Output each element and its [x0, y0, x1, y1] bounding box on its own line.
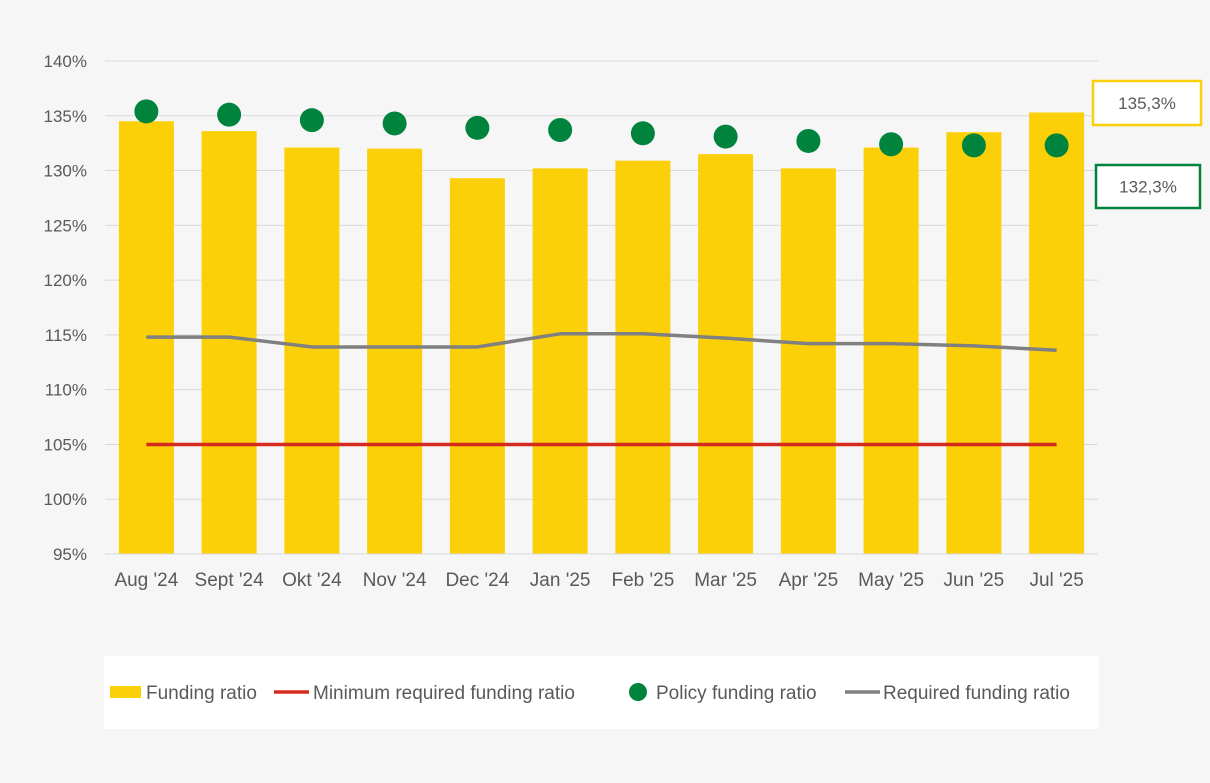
funding-ratio-bar — [201, 131, 257, 555]
x-tick-label: Sept '24 — [195, 570, 265, 591]
funding-ratio-bar — [367, 148, 423, 554]
legend-label: Required funding ratio — [883, 683, 1070, 704]
legend-label: Policy funding ratio — [656, 683, 817, 704]
policy-funding-ratio-point — [713, 124, 738, 149]
value-callouts: 135,3% 132,3% — [1091, 79, 1203, 210]
legend-label: Funding ratio — [146, 683, 257, 704]
policy-funding-ratio-markers — [134, 99, 1069, 158]
legend: Funding ratio Minimum required funding ra… — [104, 656, 1099, 729]
value-callout-box — [1094, 163, 1202, 210]
legend-box — [104, 656, 1099, 729]
x-tick-label: Feb '25 — [611, 570, 674, 591]
policy-funding-ratio-point — [217, 102, 242, 127]
legend-swatch-marker — [629, 683, 647, 701]
ratio-lines — [146, 332, 1057, 447]
x-tick-label: Aug '24 — [114, 570, 178, 591]
y-tick-label: 105% — [44, 435, 87, 454]
funding-ratio-bar — [449, 178, 505, 555]
policy-funding-ratio-point — [796, 128, 821, 153]
legend-swatch-funding-ratio — [110, 686, 141, 698]
legend-label: Minimum required funding ratio — [313, 683, 575, 704]
x-tick-label: Jun '25 — [944, 570, 1005, 591]
x-tick-label: Okt '24 — [282, 570, 342, 591]
policy-funding-ratio-point — [548, 118, 573, 143]
y-tick-label: 135% — [44, 107, 87, 126]
policy-funding-ratio-point — [961, 133, 986, 158]
funding-ratio-bar — [780, 168, 836, 554]
y-tick-label: 95% — [53, 545, 87, 564]
policy-funding-ratio-point — [134, 99, 159, 124]
funding-ratio-bar — [698, 154, 754, 554]
x-tick-label: Mar '25 — [694, 570, 757, 591]
y-axis-tick-labels: 95% 100% 105% 110% 115% 120% 125% 130% 135% 140% — [44, 52, 87, 564]
funding-ratio-bars — [118, 112, 1085, 555]
funding-ratio-bar — [532, 168, 588, 554]
funding-ratio-bar — [863, 147, 919, 554]
policy-funding-ratio-point — [879, 132, 904, 157]
funding-ratio-bar — [284, 147, 340, 554]
x-tick-label: Apr '25 — [779, 570, 839, 591]
funding-ratio-bar — [1029, 112, 1085, 554]
funding-ratio-bar — [946, 132, 1002, 554]
value-callout-box — [1091, 79, 1203, 127]
funding-ratio-bar — [615, 160, 671, 554]
x-tick-label: Jul '25 — [1029, 570, 1083, 591]
value-callout-label: 135,3% — [1118, 94, 1176, 113]
y-tick-label: 100% — [44, 490, 87, 509]
y-tick-label: 120% — [44, 271, 87, 290]
policy-funding-ratio-point — [299, 108, 324, 133]
policy-funding-ratio-point — [630, 121, 655, 146]
required-funding-ratioline — [146, 332, 1057, 352]
y-tick-label: 140% — [44, 52, 87, 71]
x-tick-label: Dec '24 — [445, 570, 509, 591]
policy-funding-ratio-point — [382, 111, 407, 136]
policy-funding-ratio-point — [465, 115, 490, 140]
y-tick-label: 125% — [44, 216, 87, 235]
value-callout-label: 132,3% — [1119, 178, 1177, 197]
y-tick-label: 115% — [45, 326, 87, 345]
x-axis-tick-labels: Aug '24 Sept '24 Okt '24 Nov '24 Dec '24 Jan … — [114, 570, 1083, 591]
x-tick-label: May '25 — [858, 570, 924, 591]
x-tick-label: Nov '24 — [363, 570, 427, 591]
policy-funding-ratio-point — [1044, 133, 1069, 158]
x-tick-label: Jan '25 — [530, 570, 591, 591]
y-tick-label: 130% — [44, 162, 87, 181]
y-tick-label: 110% — [45, 381, 87, 400]
